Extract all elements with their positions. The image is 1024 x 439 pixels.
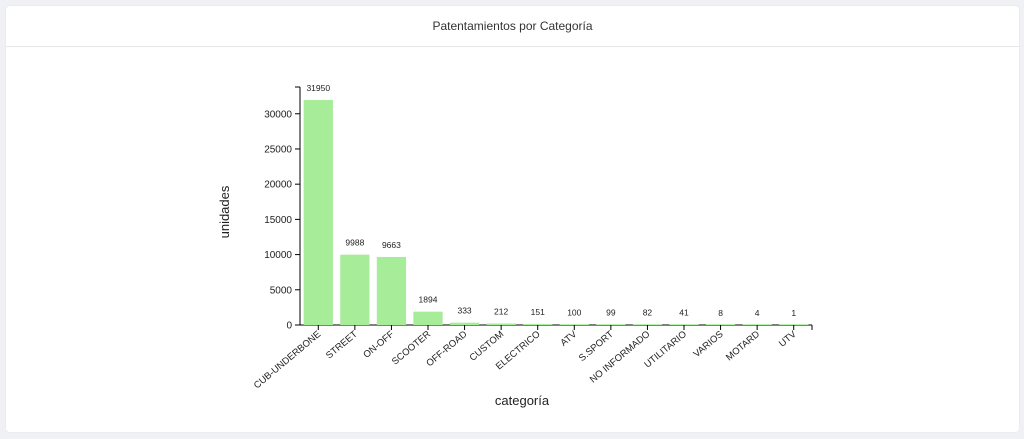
- x-tick-label: STREET: [324, 329, 360, 362]
- bar-value-label: 41: [679, 308, 689, 318]
- x-axis-title: categoría: [495, 393, 550, 408]
- panel-title: Patentamientos por Categoría: [432, 19, 593, 33]
- bar[interactable]: [669, 324, 699, 325]
- x-tick-label: UTV: [777, 328, 799, 349]
- panel-header: Patentamientos por Categoría: [6, 6, 1019, 47]
- bar-value-label: 151: [531, 307, 545, 317]
- bar[interactable]: [559, 324, 589, 325]
- bar-value-label: 99: [606, 307, 616, 317]
- bar[interactable]: [632, 324, 663, 325]
- x-tick-label: MOTARD: [724, 329, 762, 364]
- y-tick-label: 10000: [264, 250, 292, 261]
- bar-value-label: 82: [643, 307, 653, 317]
- bar-value-label: 8: [718, 308, 723, 318]
- bar-value-label: 1894: [419, 295, 438, 305]
- chart-panel: Patentamientos por Categoría: [6, 6, 1019, 432]
- bar-value-label: 31950: [306, 83, 330, 93]
- bar[interactable]: [449, 322, 480, 325]
- x-tick-label: ATV: [559, 328, 580, 348]
- y-tick-label: 30000: [264, 109, 292, 120]
- bar[interactable]: [376, 256, 407, 325]
- bar[interactable]: [596, 324, 626, 325]
- bar[interactable]: [303, 100, 333, 325]
- x-tick-label: OFF-ROAD: [424, 329, 469, 369]
- bar-value-label: 9663: [382, 240, 401, 250]
- bar-value-label: 9988: [345, 238, 364, 248]
- bar-value-label: 100: [567, 307, 581, 317]
- bar[interactable]: [340, 254, 370, 325]
- x-tick-label: ON-OFF: [361, 329, 396, 361]
- bar-value-label: 1: [791, 308, 796, 318]
- y-axis-title: unidades: [217, 185, 232, 238]
- bar[interactable]: [705, 324, 736, 325]
- y-tick-label: 25000: [264, 144, 292, 155]
- bar[interactable]: [486, 323, 516, 325]
- y-tick-label: 0: [286, 321, 292, 332]
- y-tick-label: 15000: [264, 215, 292, 226]
- bar-value-label: 212: [494, 307, 508, 317]
- bar[interactable]: [742, 324, 772, 325]
- bar[interactable]: [523, 323, 553, 325]
- bar[interactable]: [779, 324, 809, 325]
- bar-value-label: 4: [755, 308, 760, 318]
- y-tick-label: 20000: [264, 180, 292, 191]
- y-tick-label: 5000: [270, 285, 293, 296]
- x-tick-label: CUB-UNDERBONE: [252, 329, 323, 391]
- x-tick-label: VARIOS: [691, 329, 725, 360]
- bar[interactable]: [413, 311, 443, 325]
- bar-value-label: 333: [457, 306, 471, 316]
